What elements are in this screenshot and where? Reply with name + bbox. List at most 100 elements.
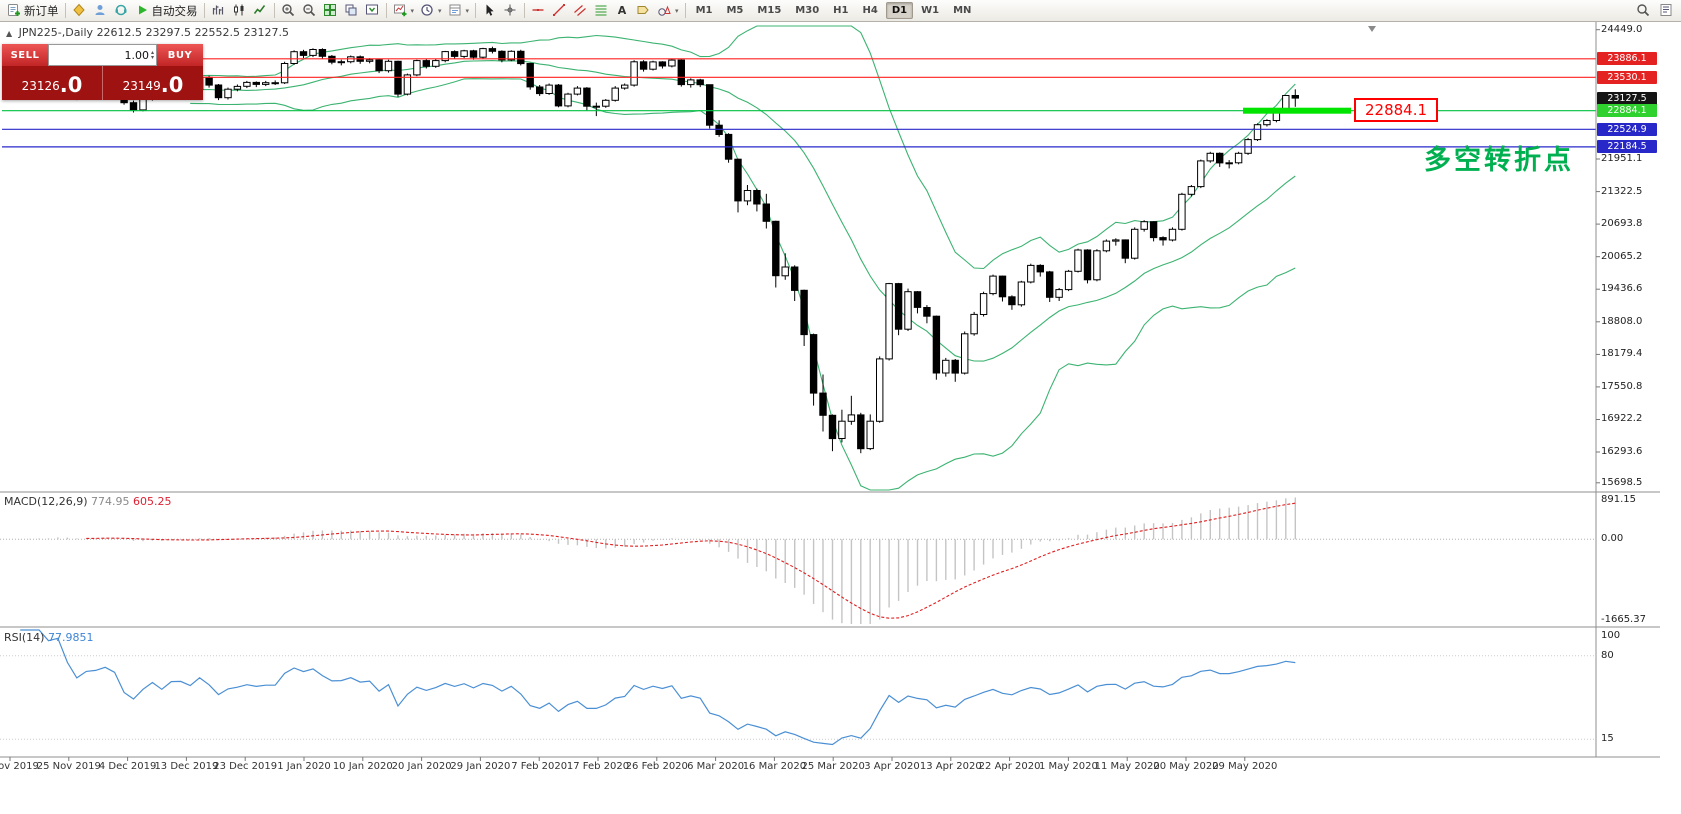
ohlc-low: 22552.5 xyxy=(194,26,241,39)
search-button[interactable] xyxy=(1633,1,1654,21)
volume-down-button[interactable]: ▾ xyxy=(150,54,154,61)
toolbar-separator xyxy=(385,3,387,18)
cascade-windows-button[interactable] xyxy=(341,1,362,21)
timeframe-m1[interactable]: M1 xyxy=(695,5,713,16)
macd-axis-label: 0.00 xyxy=(1601,533,1624,545)
timeframe-d1[interactable]: D1 xyxy=(885,2,914,19)
price-axis-label: 24449.0 xyxy=(1601,23,1643,35)
macd-signal-value: 605.25 xyxy=(133,495,172,508)
rsi-axis-label: 80 xyxy=(1601,649,1614,661)
fibonacci-icon xyxy=(594,3,609,18)
buy-price[interactable]: 23149.0 xyxy=(103,66,203,100)
sell-price-main: 23126 xyxy=(21,79,60,93)
zoom-in-button[interactable] xyxy=(278,1,299,21)
chevron-down-icon: ▾ xyxy=(410,6,415,15)
community-button[interactable] xyxy=(90,1,111,21)
volume-input[interactable]: 1.00 ▴ ▾ xyxy=(48,44,157,66)
collapse-panel-icon[interactable]: ▲ xyxy=(6,29,13,38)
timeframe-h4[interactable]: H4 xyxy=(862,5,878,16)
candle-chart-button[interactable] xyxy=(229,1,250,21)
periods-button[interactable]: ▾ xyxy=(417,1,445,21)
date-axis-label: 29 May 2020 xyxy=(1212,761,1278,772)
price-callout: 22884.1 xyxy=(1354,97,1439,122)
price-axis-badge: 22184.5 xyxy=(1597,140,1657,154)
market-depth-button[interactable] xyxy=(69,1,90,21)
ohlc-close: 23127.5 xyxy=(243,26,290,39)
search-icon xyxy=(1636,3,1651,18)
date-axis-label: 23 Dec 2019 xyxy=(213,761,278,772)
templates-button[interactable]: ▾ xyxy=(445,1,473,21)
date-axis-label: 11 May 2020 xyxy=(1094,761,1160,772)
price-axis-label: 16922.2 xyxy=(1601,413,1643,425)
price-axis-badge: 23886.1 xyxy=(1597,52,1657,66)
trendline-button[interactable] xyxy=(549,1,570,21)
date-axis-label: 25 Mar 2020 xyxy=(801,761,865,772)
data-window-button[interactable] xyxy=(1656,1,1677,21)
date-axis-label: 1 May 2020 xyxy=(1038,761,1098,772)
macd-main-value: 774.95 xyxy=(91,495,130,508)
hline-button[interactable] xyxy=(528,1,549,21)
price-axis-label: 16293.6 xyxy=(1601,446,1643,457)
toolbar: 新订单 自动交易 ▾ ▾ ▾ A ▾ M1 M5 M15 M30 H1 H4 D1 W1 MN xyxy=(0,0,1681,22)
price-axis-label: 18808.0 xyxy=(1601,315,1643,327)
tile-windows-button[interactable] xyxy=(320,1,341,21)
autotrade-button[interactable]: 自动交易 xyxy=(132,1,201,21)
label-button[interactable] xyxy=(633,1,654,21)
chart-symbol: JPN225-,Daily xyxy=(18,26,94,39)
new-chart-button[interactable]: ▾ xyxy=(390,1,418,21)
timeframe-h1[interactable]: H1 xyxy=(833,5,849,16)
cascade-windows-icon xyxy=(344,3,359,18)
price-axis-badge: 22884.1 xyxy=(1597,104,1657,118)
chevron-down-icon: ▾ xyxy=(438,6,442,15)
shapes-button[interactable]: ▾ xyxy=(654,1,682,21)
rsi-value: 77.9851 xyxy=(47,631,94,644)
crosshair-button[interactable] xyxy=(500,1,521,21)
zoom-out-button[interactable] xyxy=(299,1,320,21)
new-order-icon xyxy=(7,3,22,18)
price-axis-label: 20693.8 xyxy=(1601,218,1643,230)
cursor-icon xyxy=(482,3,497,18)
trendline-icon xyxy=(552,3,567,18)
date-axis-label: 29 Jan 2020 xyxy=(450,761,511,772)
buy-button[interactable]: BUY xyxy=(157,44,203,66)
date-axis-label: 6 Mar 2020 xyxy=(687,761,745,772)
date-axis-label: 1 Jan 2020 xyxy=(277,761,331,772)
toolbar-button-label: 新订单 xyxy=(24,3,59,18)
date-axis-label: 13 Dec 2019 xyxy=(154,761,219,772)
price-axis-badge: 22524.9 xyxy=(1597,122,1657,136)
ohlc-high: 23297.5 xyxy=(145,26,192,39)
buy-price-main: 23149 xyxy=(122,79,161,93)
tile-windows-icon xyxy=(323,3,338,18)
support-button[interactable] xyxy=(111,1,132,21)
sell-price[interactable]: 23126.0 xyxy=(2,66,102,100)
line-chart-button[interactable] xyxy=(250,1,271,21)
volume-up-button[interactable]: ▴ xyxy=(150,49,154,56)
timeframe-m30[interactable]: M30 xyxy=(795,5,820,16)
fibonacci-button[interactable] xyxy=(591,1,612,21)
chart-shift-marker[interactable] xyxy=(1368,26,1376,32)
arrange-windows-icon xyxy=(365,3,380,18)
rsi-indicator-label: RSI(14) 77.9851 xyxy=(4,631,93,644)
toolbar-separator xyxy=(64,3,66,18)
sell-button[interactable]: SELL xyxy=(2,44,48,66)
price-axis-badge: 23530.1 xyxy=(1597,70,1657,84)
new-chart-icon xyxy=(393,3,408,18)
date-axis-label: 13 Apr 2020 xyxy=(919,761,982,772)
zoom-out-icon xyxy=(302,3,317,18)
new-order-button[interactable]: 新订单 xyxy=(4,1,62,21)
timeframe-w1[interactable]: W1 xyxy=(921,5,940,16)
timeframe-m5[interactable]: M5 xyxy=(726,5,744,16)
bar-chart-button[interactable] xyxy=(208,1,229,21)
candle-chart-icon xyxy=(232,3,247,18)
line-chart-icon xyxy=(253,3,268,18)
cursor-button[interactable] xyxy=(479,1,500,21)
one-click-trading-panel: SELL 1.00 ▴ ▾ BUY 23126.0 23149.0 xyxy=(2,44,203,100)
timeframe-mn[interactable]: MN xyxy=(953,5,972,16)
shapes-icon xyxy=(657,3,672,18)
arrange-windows-button[interactable] xyxy=(362,1,383,21)
text-button[interactable]: A xyxy=(612,1,633,21)
chart-ohlc-header: ▲ JPN225-,Daily 22612.5 23297.5 22552.5 … xyxy=(6,26,289,39)
channel-button[interactable] xyxy=(570,1,591,21)
timeframe-m15[interactable]: M15 xyxy=(757,5,782,16)
